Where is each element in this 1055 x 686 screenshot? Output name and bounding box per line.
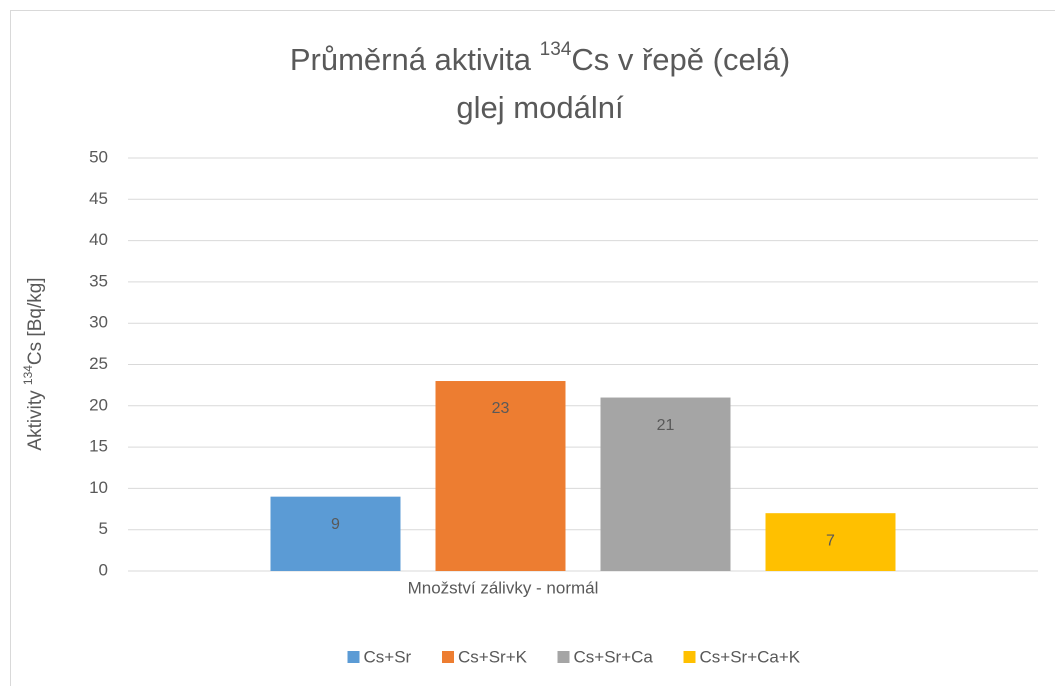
y-axis-label: Aktivity 134Cs [Bq/kg] xyxy=(21,277,46,450)
y-tick-label: 20 xyxy=(89,395,108,414)
data-label: 21 xyxy=(657,417,675,434)
chart-title: Průměrná aktivita 134Cs v řepě (celá) xyxy=(290,39,790,77)
y-label-text: Cs [Bq/kg] xyxy=(25,277,46,365)
y-tick-label: 10 xyxy=(89,478,108,497)
legend-swatch xyxy=(442,651,454,663)
bar xyxy=(600,397,731,571)
data-label: 9 xyxy=(331,516,340,533)
y-tick-label: 35 xyxy=(89,271,108,290)
title-text: Cs v řepě (celá) xyxy=(571,42,790,77)
data-label: 23 xyxy=(492,400,510,417)
bar xyxy=(270,496,401,571)
title-text: Průměrná aktivita xyxy=(290,42,540,77)
bar xyxy=(435,381,566,571)
y-label-sup: 134 xyxy=(21,365,35,385)
y-tick-label: 40 xyxy=(89,230,108,249)
bar xyxy=(765,513,896,571)
chart-border xyxy=(10,10,1055,686)
y-tick-label: 15 xyxy=(89,437,108,456)
legend-label: Cs+Sr+Ca+K xyxy=(700,647,801,666)
legend-swatch xyxy=(683,651,696,663)
chart-subtitle: glej modální xyxy=(456,90,624,125)
data-label: 7 xyxy=(826,532,835,549)
y-tick-label: 25 xyxy=(89,354,108,373)
y-tick-label: 0 xyxy=(99,560,108,579)
x-tick-label: Množství zálivky - normál xyxy=(408,578,599,597)
title-sup: 134 xyxy=(540,39,572,60)
legend-swatch xyxy=(347,651,360,663)
y-tick-label: 45 xyxy=(89,189,108,208)
y-tick-label: 30 xyxy=(89,313,108,332)
y-tick-label: 5 xyxy=(99,519,108,538)
y-tick-label: 50 xyxy=(89,147,108,166)
legend-label: Cs+Sr+Ca xyxy=(574,647,654,666)
y-label-text: Aktivity xyxy=(25,385,46,450)
legend-label: Cs+Sr xyxy=(364,647,412,666)
legend-swatch xyxy=(557,651,570,663)
legend-label: Cs+Sr+K xyxy=(458,647,528,666)
